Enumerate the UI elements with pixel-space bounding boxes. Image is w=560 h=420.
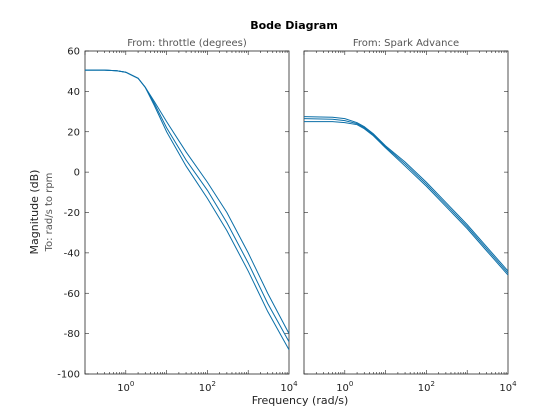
y-axis-label: Magnitude (dB) — [28, 170, 41, 255]
y-tick-label: -60 — [64, 289, 80, 300]
panel-spark-advance: From: Spark Advance 100 102 104 — [303, 38, 517, 394]
x-tick-label: 102 — [199, 380, 216, 394]
y-axis-sublabel: To: rad/s to rpm — [44, 173, 55, 253]
x-tick-label: 100 — [117, 380, 134, 394]
panel-throttle: From: throttle (degrees) 60 40 20 0 -20 -40 -6… — [57, 38, 298, 394]
series-line-1 — [303, 116, 509, 272]
y-tick-label: 60 — [67, 47, 80, 58]
x-tick-label: 104 — [499, 380, 517, 394]
x-tick-label: 100 — [336, 380, 353, 394]
series-line-2 — [303, 118, 509, 274]
y-tick-label: -20 — [64, 208, 80, 219]
plot-frame — [303, 50, 509, 375]
y-tick-label: -80 — [64, 329, 80, 340]
y-tick-label: 0 — [74, 168, 80, 179]
x-axis-label: Frequency (rad/s) — [252, 394, 349, 407]
x-tick-label: 102 — [418, 380, 435, 394]
panel-subtitle: From: throttle (degrees) — [127, 38, 247, 49]
y-tick-label: 20 — [67, 127, 80, 138]
plot-frame — [84, 50, 290, 375]
chart-title: Bode Diagram — [250, 19, 338, 32]
y-tick-label: -100 — [57, 370, 80, 381]
series-line-3 — [85, 69, 290, 351]
y-tick-label: 40 — [67, 87, 80, 98]
x-tick-label: 104 — [280, 380, 298, 394]
panel-subtitle: From: Spark Advance — [353, 38, 459, 49]
series-line-3 — [304, 121, 509, 276]
y-tick-label: -40 — [64, 248, 80, 259]
